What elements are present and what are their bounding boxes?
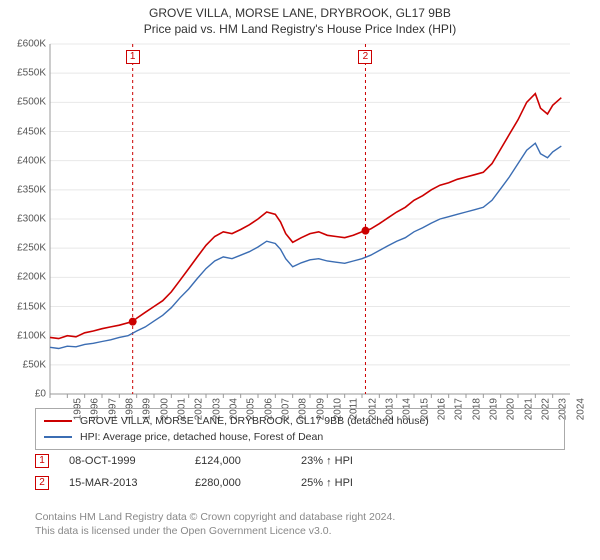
legend-row-hpi: HPI: Average price, detached house, Fore… bbox=[44, 429, 556, 445]
event-price-1: £124,000 bbox=[195, 455, 295, 467]
footer: Contains HM Land Registry data © Crown c… bbox=[35, 502, 565, 538]
title-line-2: Price paid vs. HM Land Registry's House … bbox=[0, 22, 600, 36]
event-list: 1 08-OCT-1999 £124,000 23% ↑ HPI 2 15-MA… bbox=[35, 450, 565, 494]
y-tick-label: £50K bbox=[0, 359, 46, 370]
footer-line-2: This data is licensed under the Open Gov… bbox=[35, 524, 565, 538]
event-date-1: 08-OCT-1999 bbox=[69, 455, 189, 467]
title-line-1: GROVE VILLA, MORSE LANE, DRYBROOK, GL17 … bbox=[0, 6, 600, 20]
event-price-2: £280,000 bbox=[195, 477, 295, 489]
y-tick-label: £550K bbox=[0, 68, 46, 79]
y-tick-label: £250K bbox=[0, 243, 46, 254]
footer-line-1: Contains HM Land Registry data © Crown c… bbox=[35, 510, 565, 524]
event-row-2: 2 15-MAR-2013 £280,000 25% ↑ HPI bbox=[35, 472, 565, 494]
y-tick-label: £200K bbox=[0, 272, 46, 283]
legend-swatch-property bbox=[44, 420, 72, 422]
event-delta-1: 23% ↑ HPI bbox=[301, 455, 401, 467]
legend: GROVE VILLA, MORSE LANE, DRYBROOK, GL17 … bbox=[35, 408, 565, 450]
y-tick-label: £300K bbox=[0, 214, 46, 225]
event-marker-box: 2 bbox=[358, 50, 372, 64]
y-tick-label: £600K bbox=[0, 39, 46, 50]
legend-label-property: GROVE VILLA, MORSE LANE, DRYBROOK, GL17 … bbox=[80, 415, 429, 427]
chart-svg bbox=[50, 44, 570, 394]
y-tick-label: £150K bbox=[0, 301, 46, 312]
legend-swatch-hpi bbox=[44, 436, 72, 438]
event-date-2: 15-MAR-2013 bbox=[69, 477, 189, 489]
chart-title: GROVE VILLA, MORSE LANE, DRYBROOK, GL17 … bbox=[0, 0, 600, 36]
y-tick-label: £450K bbox=[0, 126, 46, 137]
y-tick-label: £400K bbox=[0, 155, 46, 166]
legend-label-hpi: HPI: Average price, detached house, Fore… bbox=[80, 431, 323, 443]
y-tick-label: £350K bbox=[0, 184, 46, 195]
y-tick-label: £500K bbox=[0, 97, 46, 108]
y-tick-label: £0 bbox=[0, 389, 46, 400]
legend-row-property: GROVE VILLA, MORSE LANE, DRYBROOK, GL17 … bbox=[44, 413, 556, 429]
y-tick-label: £100K bbox=[0, 330, 46, 341]
event-row-1: 1 08-OCT-1999 £124,000 23% ↑ HPI bbox=[35, 450, 565, 472]
event-box-2: 2 bbox=[35, 476, 49, 490]
event-delta-2: 25% ↑ HPI bbox=[301, 477, 401, 489]
chart-area: £0£50K£100K£150K£200K£250K£300K£350K£400… bbox=[50, 44, 570, 394]
event-box-1: 1 bbox=[35, 454, 49, 468]
event-marker-box: 1 bbox=[126, 50, 140, 64]
x-tick-label: 2024 bbox=[575, 398, 586, 420]
